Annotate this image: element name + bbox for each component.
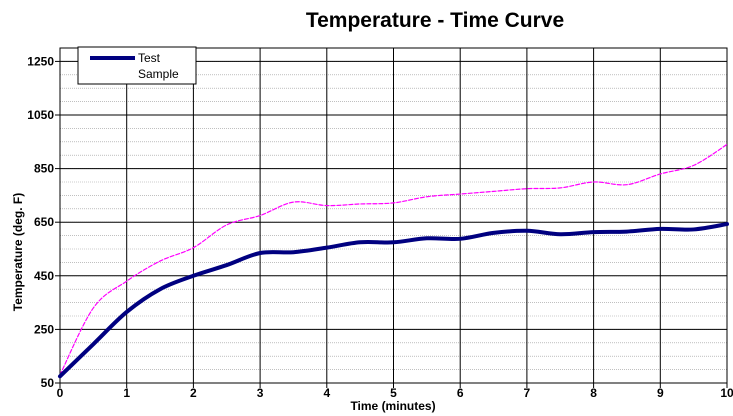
x-tick-label: 7 xyxy=(524,386,531,400)
series-line-test-sample xyxy=(58,222,729,379)
legend-label-line1: Test xyxy=(138,51,161,65)
x-tick-label: 3 xyxy=(257,386,264,400)
y-tick-label: 650 xyxy=(34,215,54,229)
x-axis-label: Time (minutes) xyxy=(350,399,435,413)
y-tick-label: 250 xyxy=(34,322,54,336)
grid xyxy=(59,47,728,384)
x-tick-label: 8 xyxy=(590,386,597,400)
x-tick-label: 9 xyxy=(657,386,664,400)
legend-box xyxy=(77,46,197,85)
y-axis-label: Temperature (deg. F) xyxy=(11,193,25,311)
y-tick-label: 450 xyxy=(34,269,54,283)
x-tick-label: 6 xyxy=(457,386,464,400)
y-tick-label: 850 xyxy=(34,162,54,176)
x-tick-label: 1 xyxy=(123,386,130,400)
x-tick-label: 4 xyxy=(323,386,330,400)
x-tick-label: 0 xyxy=(57,386,64,400)
chart-title: Temperature - Time Curve xyxy=(306,9,564,32)
series-line-dashed xyxy=(59,143,728,376)
x-tick-label: 2 xyxy=(190,386,197,400)
legend-label-line2: Sample xyxy=(138,67,179,81)
legend: Test Sample xyxy=(77,46,197,85)
series-layer xyxy=(58,143,729,379)
tick-labels: 50 250 450 650 850 1050 1250 0 1 2 3 4 5 6 7 8 9 10 xyxy=(27,54,733,400)
y-tick-label: 50 xyxy=(41,376,55,390)
y-tick-label: 1050 xyxy=(27,108,54,122)
x-tick-label: 10 xyxy=(720,386,733,400)
y-tick-label: 1250 xyxy=(27,54,54,68)
x-tick-label: 5 xyxy=(390,386,397,400)
